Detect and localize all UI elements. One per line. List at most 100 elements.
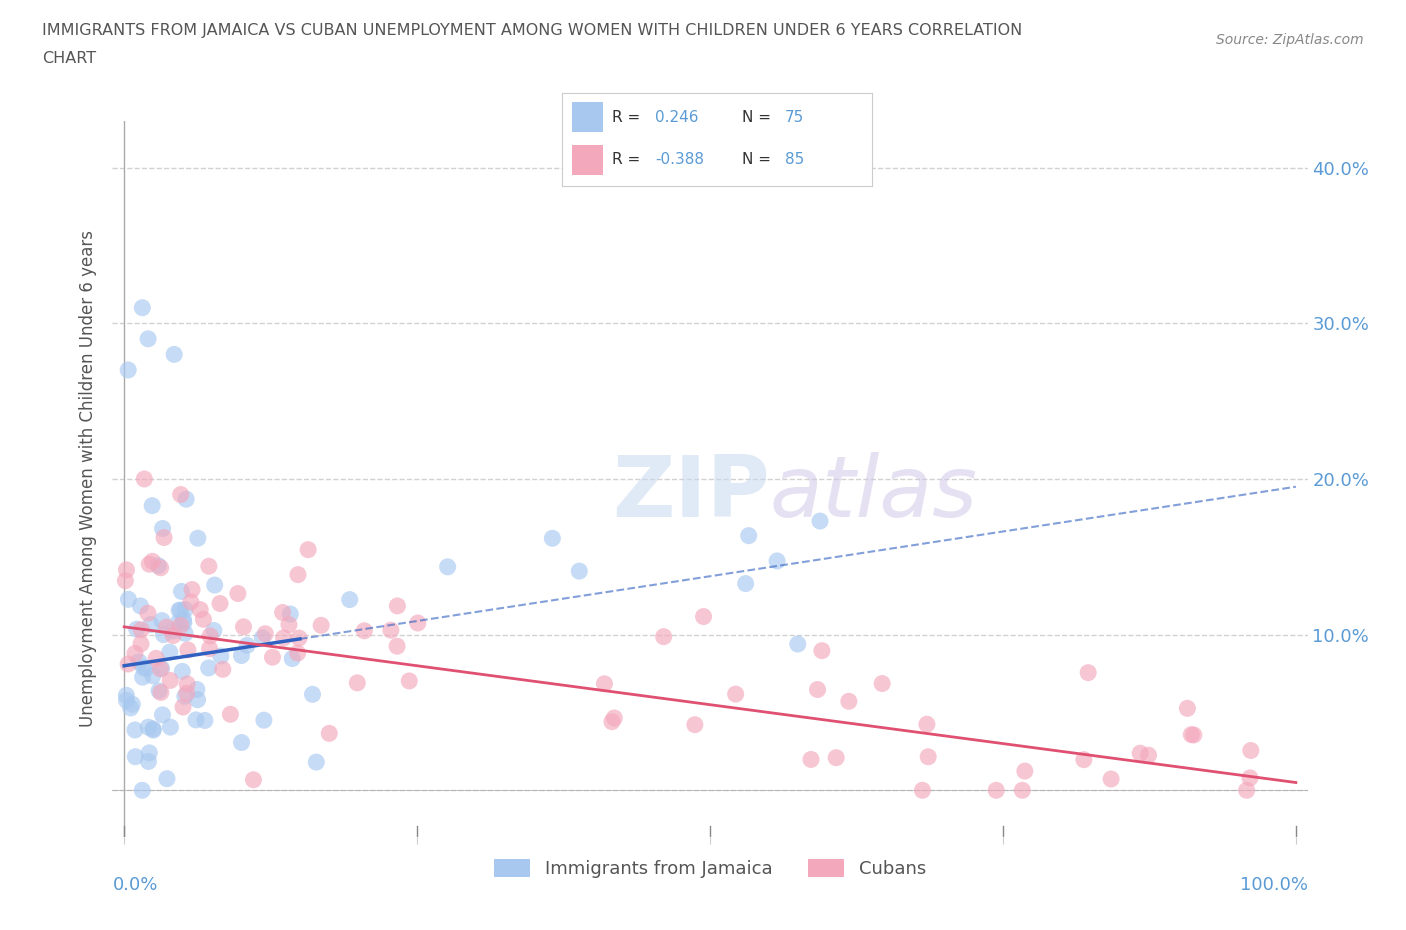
- Point: [436, 560, 458, 575]
- Point: [1073, 752, 1095, 767]
- Text: ZIP: ZIP: [612, 452, 770, 535]
- Point: [406, 616, 429, 631]
- Point: [173, 616, 195, 631]
- Point: [288, 631, 311, 645]
- Point: [162, 628, 184, 643]
- Legend: Immigrants from Jamaica, Cubans: Immigrants from Jamaica, Cubans: [486, 852, 934, 885]
- Point: [252, 631, 274, 645]
- Point: [124, 723, 146, 737]
- Point: [1177, 701, 1199, 716]
- Point: [141, 554, 163, 569]
- Point: [139, 617, 162, 631]
- Point: [142, 722, 165, 737]
- Text: 75: 75: [785, 110, 804, 125]
- Point: [152, 521, 174, 536]
- Point: [117, 591, 139, 606]
- Point: [114, 573, 136, 588]
- Point: [193, 612, 215, 627]
- Point: [138, 754, 160, 769]
- Point: [353, 623, 375, 638]
- Point: [156, 771, 179, 786]
- Point: [197, 660, 219, 675]
- Point: [124, 750, 146, 764]
- Point: [692, 609, 714, 624]
- Text: -0.388: -0.388: [655, 153, 704, 167]
- Point: [142, 669, 165, 684]
- Point: [278, 606, 301, 621]
- Point: [198, 641, 221, 656]
- Point: [194, 713, 217, 728]
- Point: [346, 675, 368, 690]
- Point: [188, 602, 211, 617]
- Bar: [572, 145, 603, 175]
- Point: [226, 586, 249, 601]
- Y-axis label: Unemployment Among Women with Children Under 6 years: Unemployment Among Women with Children U…: [79, 231, 97, 727]
- Point: [115, 693, 138, 708]
- Point: [153, 530, 176, 545]
- Point: [204, 578, 226, 592]
- Point: [184, 712, 207, 727]
- Point: [1129, 746, 1152, 761]
- Point: [724, 686, 747, 701]
- Point: [915, 717, 938, 732]
- Point: [170, 487, 193, 502]
- Point: [170, 584, 193, 599]
- Point: [986, 783, 1008, 798]
- Point: [737, 528, 759, 543]
- Point: [600, 714, 623, 729]
- Point: [172, 664, 194, 679]
- Point: [148, 684, 170, 698]
- Point: [734, 577, 756, 591]
- Point: [219, 707, 242, 722]
- Point: [318, 726, 340, 741]
- Point: [173, 612, 195, 627]
- Point: [152, 708, 174, 723]
- Point: [253, 712, 276, 727]
- Point: [162, 624, 184, 639]
- Point: [115, 688, 138, 703]
- Point: [825, 751, 848, 765]
- Point: [603, 711, 626, 725]
- Point: [385, 639, 408, 654]
- Point: [128, 655, 150, 670]
- Point: [173, 689, 195, 704]
- Point: [683, 717, 706, 732]
- Point: [142, 723, 165, 737]
- Point: [271, 605, 294, 620]
- Point: [917, 750, 939, 764]
- Point: [186, 682, 208, 697]
- Point: [838, 694, 860, 709]
- Point: [806, 682, 828, 697]
- Point: [135, 661, 157, 676]
- Point: [236, 638, 259, 653]
- Point: [1182, 727, 1205, 742]
- Point: [159, 673, 181, 688]
- Point: [129, 599, 152, 614]
- Point: [766, 553, 789, 568]
- Point: [209, 648, 232, 663]
- Point: [232, 619, 254, 634]
- Text: R =: R =: [612, 153, 645, 167]
- Point: [652, 630, 675, 644]
- Point: [176, 676, 198, 691]
- Point: [278, 618, 301, 632]
- Point: [120, 700, 142, 715]
- Point: [1011, 783, 1033, 798]
- Point: [187, 692, 209, 707]
- Point: [138, 746, 160, 761]
- Point: [172, 699, 194, 714]
- Point: [152, 627, 174, 642]
- Point: [131, 670, 153, 684]
- Point: [1137, 748, 1160, 763]
- Text: 0.246: 0.246: [655, 110, 699, 125]
- Point: [231, 648, 253, 663]
- Text: 85: 85: [785, 153, 804, 167]
- Point: [202, 623, 225, 638]
- Point: [141, 498, 163, 513]
- Point: [593, 676, 616, 691]
- Point: [136, 605, 159, 620]
- Point: [129, 636, 152, 651]
- Point: [387, 599, 409, 614]
- Point: [1239, 770, 1261, 785]
- Point: [198, 629, 221, 644]
